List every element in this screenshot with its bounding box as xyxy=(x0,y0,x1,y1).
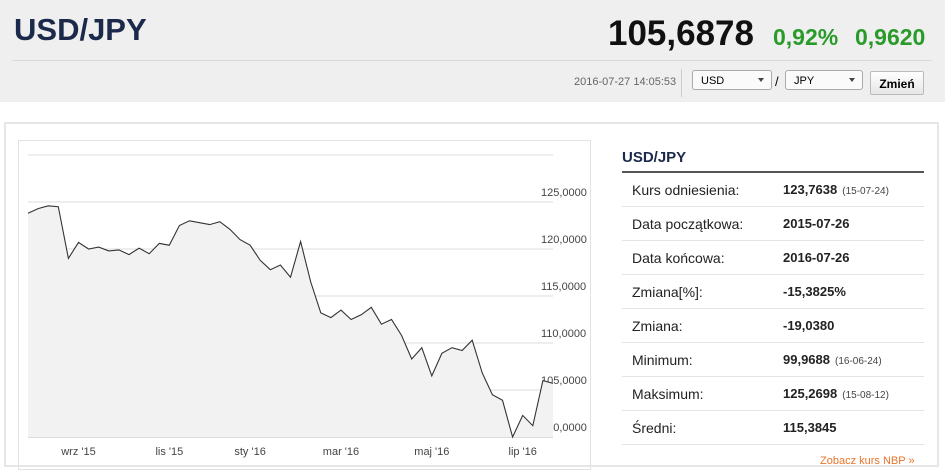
stats-value-text: 115,3845 xyxy=(783,420,837,435)
stats-row: Data końcowa: 2016-07-26 xyxy=(622,241,924,275)
stats-label: Minimum: xyxy=(632,352,693,368)
stats-value-text: 123,7638 xyxy=(783,182,838,197)
stats-value: 2015-07-26 xyxy=(783,216,850,231)
stats-rule xyxy=(622,171,924,173)
stats-value: 115,3845 xyxy=(783,420,837,435)
stats-value-text: -19,0380 xyxy=(783,318,835,333)
stats-value-text: 2016-07-26 xyxy=(783,250,850,265)
from-currency-select[interactable]: USD xyxy=(692,70,772,90)
stats-row: Data początkowa: 2015-07-26 xyxy=(622,207,924,241)
stats-value-text: 2015-07-26 xyxy=(783,216,850,231)
stats-label: Zmiana: xyxy=(632,318,683,334)
stats-label: Kurs odniesienia: xyxy=(632,182,740,198)
change: 0,9620 xyxy=(855,24,926,50)
to-currency-select[interactable]: JPY xyxy=(785,70,863,90)
x-tick-label: sty '16 xyxy=(234,446,265,458)
stats-value: -15,3825% xyxy=(783,284,846,299)
nbp-link[interactable]: Zobacz kurs NBP » xyxy=(820,455,915,467)
stats-date: (16-06-24) xyxy=(835,356,882,367)
stats-value: 2016-07-26 xyxy=(783,250,850,265)
timestamp: 2016-07-27 14:05:53 xyxy=(574,76,677,88)
stats-value: 125,2698 (15-08-12) xyxy=(783,386,889,401)
stats-label: Data początkowa: xyxy=(632,216,744,232)
stats-label: Maksimum: xyxy=(632,386,704,402)
stats-value-text: 125,2698 xyxy=(783,386,838,401)
stats-row: Zmiana[%]: -15,3825% xyxy=(622,275,924,309)
x-tick-label: lis '15 xyxy=(155,446,183,458)
x-tick-label: wrz '15 xyxy=(60,446,96,458)
stats-label: Zmiana[%]: xyxy=(632,284,703,300)
rate: 105,6878 xyxy=(608,14,754,53)
change-pct: 0,92% xyxy=(773,24,839,50)
stats-value: 123,7638 (15-07-24) xyxy=(783,182,889,197)
stats-row: Zmiana: -19,0380 xyxy=(622,309,924,343)
stats-row: Średni: 115,3845 xyxy=(622,411,924,445)
stats-title: USD/JPY xyxy=(622,149,687,166)
line-area xyxy=(28,205,553,437)
x-tick-label: mar '16 xyxy=(323,446,359,458)
stats-date: (15-07-24) xyxy=(842,186,889,197)
y-tick-label: 120,0000 xyxy=(541,234,587,246)
separator-line xyxy=(12,60,932,61)
stats-value: 99,9688 (16-06-24) xyxy=(783,352,882,367)
stats-label: Data końcowa: xyxy=(632,250,725,266)
stats-value-text: 99,9688 xyxy=(783,352,830,367)
stats-label: Średni: xyxy=(632,420,677,436)
change-button[interactable]: Zmień xyxy=(870,71,924,95)
stats-row: Maksimum: 125,2698 (15-08-12) xyxy=(622,377,924,411)
chart: 100,0000105,0000110,0000115,0000120,0000… xyxy=(27,154,587,458)
separator: / xyxy=(775,74,779,89)
stats-value: -19,0380 xyxy=(783,318,834,333)
stats-date: (15-08-12) xyxy=(842,390,889,401)
y-tick-label: 125,0000 xyxy=(541,187,587,199)
stats-value-text: -15,3825% xyxy=(783,284,846,299)
pair-title: USD/JPY xyxy=(14,12,147,47)
x-tick-label: maj '16 xyxy=(414,446,449,458)
stats-row: Minimum: 99,9688 (16-06-24) xyxy=(622,343,924,377)
divider xyxy=(681,69,682,97)
stats-row: Kurs odniesienia: 123,7638 (15-07-24) xyxy=(622,173,924,207)
line xyxy=(27,205,554,439)
x-tick-label: lip '16 xyxy=(509,446,537,458)
y-tick-label: 110,0000 xyxy=(541,328,586,340)
y-tick-label: 115,0000 xyxy=(541,281,586,293)
